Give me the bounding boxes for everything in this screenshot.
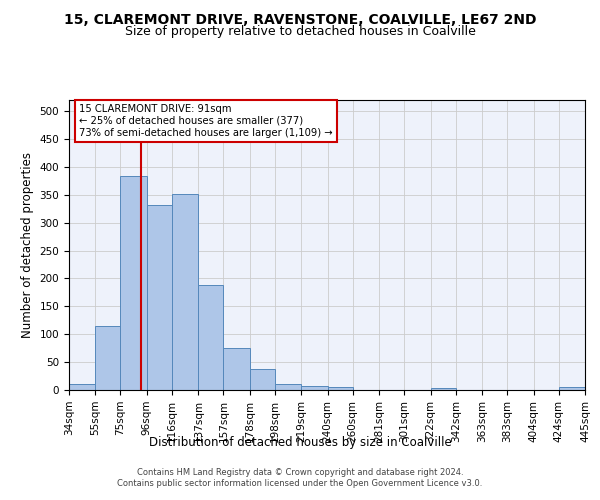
Bar: [121, 176, 147, 390]
Text: Contains public sector information licensed under the Open Government Licence v3: Contains public sector information licen…: [118, 480, 482, 488]
Bar: [69, 384, 95, 390]
Bar: [275, 384, 301, 390]
Text: Contains HM Land Registry data © Crown copyright and database right 2024.: Contains HM Land Registry data © Crown c…: [137, 468, 463, 477]
Bar: [199, 285, 223, 390]
Bar: [147, 206, 172, 390]
Bar: [328, 387, 353, 390]
Bar: [250, 369, 275, 390]
Bar: [172, 194, 199, 390]
Bar: [431, 388, 455, 390]
Y-axis label: Number of detached properties: Number of detached properties: [21, 152, 34, 338]
Text: Size of property relative to detached houses in Coalville: Size of property relative to detached ho…: [125, 25, 475, 38]
Bar: [95, 326, 121, 390]
Bar: [559, 387, 585, 390]
Text: 15, CLAREMONT DRIVE, RAVENSTONE, COALVILLE, LE67 2ND: 15, CLAREMONT DRIVE, RAVENSTONE, COALVIL…: [64, 12, 536, 26]
Bar: [223, 348, 250, 390]
Text: Distribution of detached houses by size in Coalville: Distribution of detached houses by size …: [149, 436, 451, 449]
Bar: [301, 386, 328, 390]
Text: 15 CLAREMONT DRIVE: 91sqm
← 25% of detached houses are smaller (377)
73% of semi: 15 CLAREMONT DRIVE: 91sqm ← 25% of detac…: [79, 104, 333, 138]
